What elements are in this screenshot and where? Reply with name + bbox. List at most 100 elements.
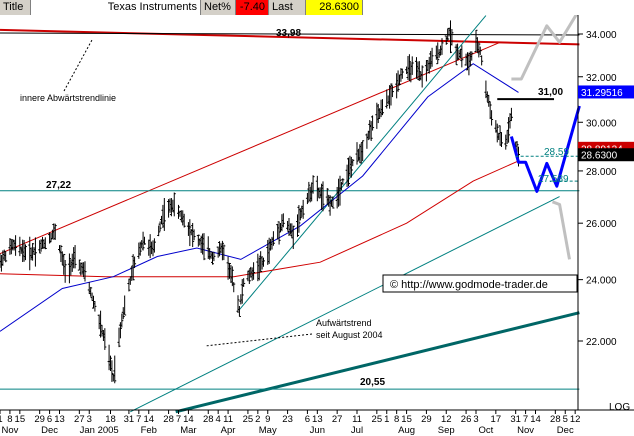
x-day-label-38: 28 bbox=[550, 414, 561, 425]
price-bar-254 bbox=[500, 132, 503, 147]
x-day-label-5: 13 bbox=[54, 414, 65, 425]
uptrend-label-line2: seit August 2004 bbox=[316, 330, 383, 340]
price-bar-165 bbox=[325, 188, 329, 205]
price-bar-226 bbox=[446, 28, 450, 41]
y-tick-label-0: 34.000 bbox=[586, 30, 617, 41]
y-tick-label-2: 30.000 bbox=[586, 118, 617, 129]
price-bar-189 bbox=[371, 115, 375, 131]
x-month-label-12: Nov bbox=[517, 425, 534, 436]
trendline-4 bbox=[130, 196, 560, 413]
price-bar-94 bbox=[182, 213, 186, 228]
moving-average-ma50 bbox=[0, 63, 519, 332]
price-bar-84 bbox=[162, 197, 166, 231]
x-day-label-19: 2 bbox=[255, 414, 260, 425]
x-day-label-26: 25 bbox=[372, 414, 383, 425]
x-day-label-32: 26 bbox=[461, 414, 472, 425]
price-bar-121 bbox=[237, 305, 241, 317]
price-tag-0: 31.29516 bbox=[581, 88, 623, 99]
last-label: Last bbox=[269, 0, 306, 15]
price-bar-179 bbox=[351, 159, 355, 167]
price-tag-bg-2 bbox=[578, 148, 634, 162]
last-value: 28.6300 bbox=[306, 0, 363, 15]
x-day-label-12: 28 bbox=[163, 414, 174, 425]
price-bar-59 bbox=[113, 355, 117, 384]
x-day-label-13: 7 bbox=[176, 414, 181, 425]
instrument-name: Texas Instruments bbox=[31, 0, 201, 15]
uptrend-label-line1: Aufwärtstrend bbox=[316, 318, 372, 328]
title-label: Title bbox=[0, 0, 31, 15]
price-bar-29 bbox=[53, 223, 57, 240]
price-bar-240 bbox=[474, 29, 478, 53]
x-month-label-10: Sep bbox=[438, 425, 455, 436]
price-bar-124 bbox=[242, 278, 246, 288]
price-bar-126 bbox=[247, 269, 251, 284]
price-bar-62 bbox=[120, 313, 124, 328]
price-bar-69 bbox=[133, 256, 137, 269]
price-bar-118 bbox=[230, 266, 234, 287]
x-day-label-23: 13 bbox=[312, 414, 323, 425]
price-bar-176 bbox=[347, 157, 350, 187]
x-day-label-9: 31 bbox=[124, 414, 135, 425]
price-bar-39 bbox=[73, 245, 77, 269]
price-bar-150 bbox=[296, 214, 299, 237]
price-bar-9 bbox=[14, 235, 18, 256]
price-bar-149 bbox=[291, 225, 295, 250]
price-bar-123 bbox=[240, 279, 244, 304]
header-filler bbox=[363, 0, 634, 15]
price-bar-104 bbox=[202, 233, 206, 261]
price-bar-73 bbox=[141, 231, 145, 251]
trendlines bbox=[0, 15, 580, 414]
price-bar-129 bbox=[252, 262, 256, 280]
price-bar-202 bbox=[398, 74, 401, 86]
x-day-label-6: 27 bbox=[74, 414, 85, 425]
projection-path-0 bbox=[509, 105, 581, 193]
level-label-2859: 28.59 bbox=[544, 147, 569, 158]
price-bar-74 bbox=[143, 236, 146, 245]
price-bar-214 bbox=[420, 65, 424, 88]
price-bar-259 bbox=[509, 107, 513, 122]
price-bar-81 bbox=[158, 221, 162, 232]
projections bbox=[509, 15, 581, 260]
x-day-label-7: 3 bbox=[87, 414, 92, 425]
price-bar-99 bbox=[192, 229, 196, 241]
price-bar-234 bbox=[460, 45, 464, 68]
chart-background bbox=[0, 15, 634, 436]
price-bar-155 bbox=[305, 192, 309, 205]
price-bar-100 bbox=[196, 234, 200, 247]
price-bar-225 bbox=[444, 35, 448, 45]
price-bar-167 bbox=[328, 195, 332, 216]
x-day-label-11: 14 bbox=[143, 414, 154, 425]
projection-path-1 bbox=[511, 15, 578, 81]
x-day-label-39: 5 bbox=[563, 414, 568, 425]
price-tag-bg-0 bbox=[578, 85, 634, 99]
price-bar-199 bbox=[390, 85, 394, 98]
price-bar-244 bbox=[480, 55, 484, 66]
x-day-label-8: 18 bbox=[105, 414, 116, 425]
x-month-label-3: Feb bbox=[141, 425, 157, 436]
price-bar-119 bbox=[232, 282, 236, 293]
price-bar-174 bbox=[341, 178, 345, 185]
x-day-label-24: 27 bbox=[332, 414, 343, 425]
x-day-label-1: 8 bbox=[7, 414, 12, 425]
price-bar-164 bbox=[321, 181, 325, 212]
x-month-label-1: Dec bbox=[41, 425, 58, 436]
price-bar-207 bbox=[407, 54, 411, 82]
price-bar-80 bbox=[157, 225, 161, 237]
x-month-label-4: Mar bbox=[180, 425, 196, 436]
price-bar-65 bbox=[127, 278, 131, 292]
y-tick-label-5: 24.000 bbox=[586, 276, 617, 287]
moving-averages bbox=[0, 63, 519, 332]
price-bar-19 bbox=[33, 237, 37, 267]
log-scale-label: LOG bbox=[609, 402, 630, 413]
price-bar-201 bbox=[396, 70, 400, 92]
price-bar-169 bbox=[331, 196, 335, 209]
x-day-label-4: 6 bbox=[47, 414, 52, 425]
x-day-label-10: 7 bbox=[136, 414, 141, 425]
price-bar-242 bbox=[477, 42, 481, 58]
x-day-label-28: 8 bbox=[394, 414, 399, 425]
x-day-label-25: 11 bbox=[352, 414, 362, 425]
price-bar-229 bbox=[450, 29, 454, 46]
net-pct-label: Net% bbox=[201, 0, 236, 15]
price-bar-96 bbox=[188, 219, 192, 247]
x-day-label-20: 9 bbox=[265, 414, 270, 425]
